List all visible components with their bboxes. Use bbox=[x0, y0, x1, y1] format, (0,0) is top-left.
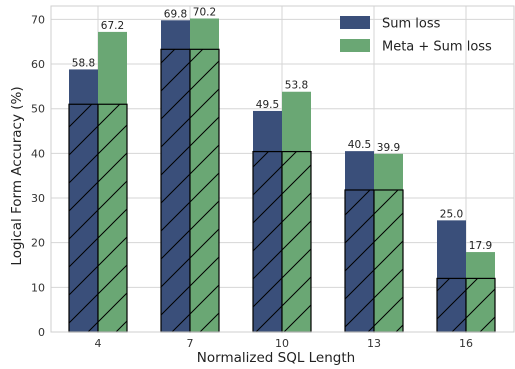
y-tick-label: 30 bbox=[31, 192, 45, 205]
plot-frame bbox=[50, 5, 515, 333]
y-axis-label: Logical Form Accuracy (%) bbox=[9, 86, 25, 265]
legend-label: Meta + Sum loss bbox=[382, 40, 492, 55]
y-tick-label: 20 bbox=[31, 237, 45, 250]
y-tick-label: 0 bbox=[38, 326, 45, 339]
legend-item[interactable]: Meta + Sum loss bbox=[340, 39, 492, 55]
data-label: 49.5 bbox=[256, 99, 279, 111]
data-label: 17.9 bbox=[469, 240, 492, 252]
hatched-bar-segment bbox=[465, 277, 496, 333]
legend[interactable]: Sum loss Meta + Sum loss bbox=[340, 16, 492, 55]
hatched-bar-segment bbox=[160, 48, 191, 333]
legend-label: Sum loss bbox=[382, 17, 441, 32]
axes: 0 10 20 30 40 50 60 70 4 7 10 13 16 bbox=[31, 5, 515, 350]
data-label: 58.8 bbox=[72, 57, 95, 69]
x-tick-label: 4 bbox=[95, 337, 102, 350]
hatched-bar-segment bbox=[68, 103, 99, 333]
data-label: 40.5 bbox=[348, 139, 371, 151]
hatched-bar-segment bbox=[436, 277, 467, 333]
bars: 58.8 69.8 49.5 40.5 25.0 67.2 70.2 53.8 39.9 17.9 bbox=[68, 7, 496, 333]
x-tick-label: 10 bbox=[275, 337, 289, 350]
y-tick-label: 50 bbox=[31, 103, 45, 116]
data-label: 70.2 bbox=[193, 7, 216, 19]
data-label: 69.8 bbox=[164, 8, 187, 20]
legend-swatch bbox=[340, 16, 370, 29]
x-tick-label: 16 bbox=[459, 337, 473, 350]
hatched-bar-segment bbox=[189, 48, 220, 333]
hatched-bar-segment bbox=[373, 189, 404, 333]
hatched-bar-segment bbox=[97, 103, 128, 333]
data-label: 25.0 bbox=[440, 208, 463, 220]
legend-swatch bbox=[340, 39, 370, 52]
data-label: 53.8 bbox=[285, 80, 308, 92]
y-tick-label: 60 bbox=[31, 58, 45, 71]
hatched-bar-segment bbox=[252, 150, 283, 333]
x-tick-label: 7 bbox=[187, 337, 194, 350]
hatched-bar-segment bbox=[344, 189, 375, 333]
x-axis-label: Normalized SQL Length bbox=[197, 350, 355, 366]
y-tick-label: 10 bbox=[31, 281, 45, 294]
hatched-bar-segment bbox=[281, 150, 312, 333]
data-label: 67.2 bbox=[101, 20, 124, 32]
legend-item[interactable]: Sum loss bbox=[340, 16, 441, 32]
y-tick-label: 40 bbox=[31, 147, 45, 160]
data-label: 39.9 bbox=[377, 142, 400, 154]
y-tick-label: 70 bbox=[31, 13, 45, 26]
x-tick-label: 13 bbox=[367, 337, 381, 350]
